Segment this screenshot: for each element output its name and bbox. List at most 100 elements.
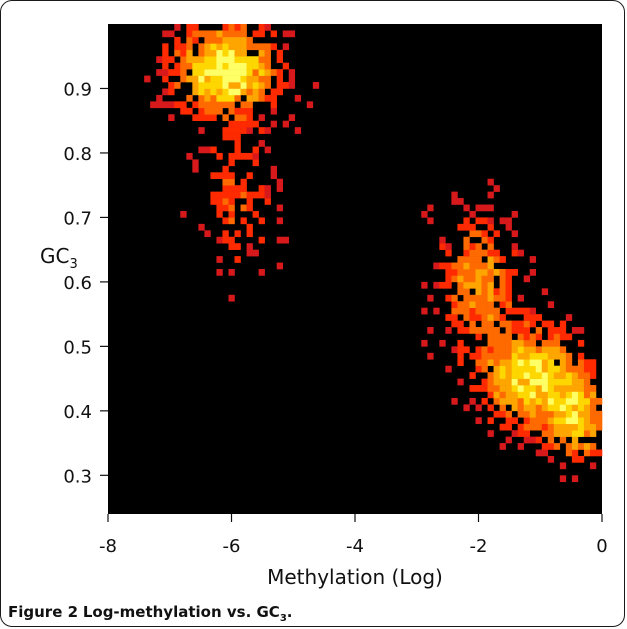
heatmap-cell [240,88,247,96]
heatmap-cell [168,56,175,63]
heatmap-cell [234,56,241,63]
heatmap-cell [571,378,579,386]
heatmap-cell [475,243,482,250]
heatmap-cell [234,69,241,76]
heatmap-cell [234,191,241,199]
heatmap-cell [577,359,585,367]
heatmap-cell [162,88,169,96]
heatmap-cell [228,191,235,199]
heatmap-cell [433,307,440,315]
heatmap-cell [481,385,488,392]
heatmap-cell [210,101,217,109]
heatmap-cell [511,365,518,373]
heatmap-cell [529,339,537,347]
heatmap-cell [258,94,265,102]
heatmap-cell [240,43,247,51]
heatmap-cell [421,339,428,347]
heatmap-cell [565,378,573,386]
heatmap-cell [258,88,265,96]
heatmap-cell [559,475,567,483]
heatmap-cell [571,417,579,425]
heatmap-cell [499,397,506,405]
figure-caption: Figure 2 Log-methylation vs. GC3. [8,603,293,624]
heatmap-cell [577,430,585,437]
heatmap-cell [577,410,585,418]
heatmap-cell [481,327,488,334]
heatmap-cell [505,436,512,444]
heatmap-cell [481,269,488,276]
heatmap-cell [493,352,500,360]
heatmap-cell [499,385,506,392]
heatmap-cell [252,43,259,51]
heatmap-cell [252,69,259,76]
heatmap-cell [210,30,217,38]
heatmap-cell [252,120,259,128]
heatmap-cell [535,352,543,360]
heatmap-cell [529,378,537,386]
heatmap-cell [529,307,537,315]
heatmap-cell [222,230,229,238]
heatmap-cell [589,462,597,470]
heatmap-cell [204,62,211,70]
heatmap-cell [210,75,217,83]
heatmap-cell [499,294,506,302]
heatmap-cell [487,327,494,334]
heatmap-cell [192,69,199,76]
heatmap-cell [198,69,205,76]
heatmap-cell [258,114,265,122]
heatmap-cell [475,307,482,315]
heatmap-cell [234,120,241,128]
heatmap-cell [240,75,247,83]
heatmap-cell [427,217,434,225]
heatmap-cell [186,30,193,38]
heatmap-cell [541,443,549,450]
heatmap-cell [210,36,217,44]
heatmap-cell [469,243,476,250]
heatmap-cell [264,49,271,57]
heatmap-cell [487,307,494,315]
heatmap-cell [240,114,247,122]
heatmap-cell [565,404,573,412]
heatmap-cell [535,346,543,354]
heatmap-cell [198,56,205,63]
heatmap-cell [451,198,458,205]
heatmap-cell [475,346,482,354]
heatmap-cell [216,36,223,44]
heatmap-cell [493,230,500,238]
heatmap-cell [469,223,476,231]
heatmap-cell [505,327,512,334]
heatmap-cell [523,346,530,354]
heatmap-cell [421,281,428,289]
heatmap-cell [463,327,470,334]
heatmap-cell [547,436,555,444]
heatmap-cell [559,385,567,392]
heatmap-cell [162,56,169,63]
x-tick-label: -2 [470,536,488,557]
heatmap-cell [228,210,235,218]
heatmap-cell [487,178,494,186]
heatmap-cell [445,365,452,373]
heatmap-cell [589,430,597,437]
caption-text-main: Log-methylation vs. GC [82,603,280,621]
heatmap-cell [511,243,518,250]
heatmap-cell [463,307,470,315]
heatmap-cell [174,62,181,70]
heatmap-cell [493,288,500,296]
heatmap-cell [246,107,253,115]
heatmap-cell [252,88,259,96]
heatmap-cell [276,262,283,270]
heatmap-cell [174,49,181,57]
heatmap-cell [216,236,223,244]
heatmap-cell [234,24,241,31]
heatmap-cell [475,385,482,392]
heatmap-cell [523,423,530,431]
heatmap-cell [487,243,494,250]
heatmap-cell [228,185,235,192]
heatmap-cell [493,294,500,302]
heatmap-cell [583,449,591,457]
heatmap-cell [493,314,500,321]
heatmap-cell [156,94,163,102]
heatmap-cell [493,185,500,192]
heatmap-cell [210,114,217,122]
heatmap-cell [445,275,452,283]
